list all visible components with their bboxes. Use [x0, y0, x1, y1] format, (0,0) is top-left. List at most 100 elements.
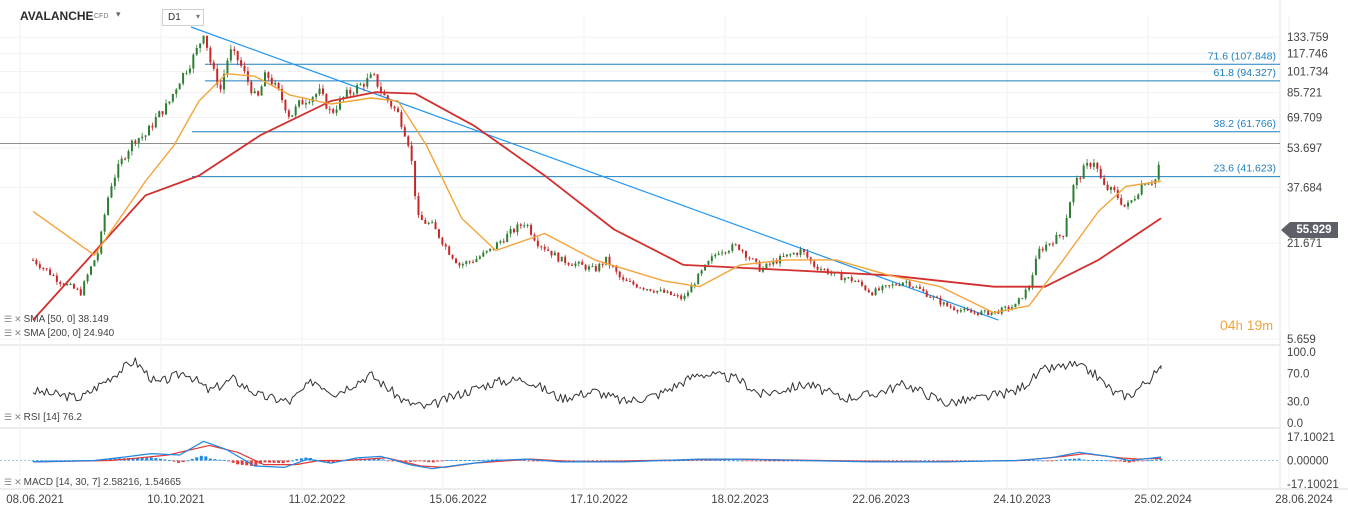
candle-countdown: 04h 19m [1220, 317, 1273, 333]
candle-body [304, 103, 307, 105]
close-icon[interactable]: ✕ [14, 314, 22, 324]
candle-body [605, 256, 608, 265]
rsi-line [32, 357, 1162, 409]
macd-histogram-bar [31, 460, 35, 462]
time-axis-label: 08.06.2021 [6, 494, 64, 506]
candle-body [55, 275, 58, 282]
close-icon[interactable]: ✕ [14, 477, 22, 487]
time-axis-label: 28.06.2024 [1275, 494, 1333, 506]
candle-body [199, 43, 202, 49]
macd-histogram-bar [1141, 460, 1145, 462]
candle-body [410, 145, 413, 161]
sma200-legend[interactable]: ☰ ✕ SMA [200, 0] 24.940 [4, 328, 114, 339]
candle-body [301, 100, 304, 105]
candle-body [506, 233, 509, 242]
candle-body [823, 269, 826, 271]
candle-body [383, 92, 386, 96]
candle-body [519, 224, 522, 226]
candle-body [601, 263, 604, 265]
candle-body [782, 255, 785, 257]
macd-histogram-bar [595, 460, 599, 462]
macd-histogram-bar [154, 458, 158, 461]
candle-body [1109, 187, 1112, 190]
candle-body [918, 286, 921, 289]
sma50-legend[interactable]: ☰ ✕ SMA [50, 0] 38.149 [4, 314, 109, 325]
candle-body [223, 74, 226, 90]
candle-body [1103, 178, 1106, 185]
macd-histogram-bar [263, 460, 267, 463]
candle-body [1058, 234, 1061, 236]
candle-body [403, 127, 406, 137]
candle-body [294, 106, 297, 116]
macd-histogram-bar [490, 459, 494, 461]
candle-body [922, 288, 925, 292]
timeframe-chevron-down-icon: ▾ [195, 12, 200, 21]
macd-histogram-bar [295, 459, 299, 461]
rsi-legend[interactable]: ☰ ✕ RSI [14] 76.2 [4, 412, 82, 423]
macd-histogram-bar [1114, 460, 1118, 462]
macd-histogram-bar [222, 460, 226, 462]
candle-body [188, 68, 191, 73]
candle-body [431, 222, 434, 224]
close-icon[interactable]: ✕ [14, 412, 22, 422]
macd-histogram-bar [195, 457, 199, 461]
candle-body [871, 292, 874, 296]
menu-icon[interactable]: ☰ [4, 314, 13, 324]
macd-line [32, 440, 1162, 470]
timeframe-selector[interactable]: D1 ▾ [162, 9, 204, 26]
candle-body [202, 35, 205, 44]
candle-body [690, 285, 693, 293]
candle-body [233, 49, 236, 51]
macd-histogram-bar [208, 458, 212, 461]
menu-icon[interactable]: ☰ [4, 477, 13, 487]
candle-body [789, 254, 792, 256]
macd-histogram-bar [245, 460, 249, 466]
macd-histogram-bar [941, 460, 945, 462]
sma200-legend-text: SMA [200, 0] 24.940 [23, 328, 115, 339]
macd-histogram-bar [231, 460, 235, 463]
macd-histogram-bar [527, 460, 531, 462]
candle-body [755, 258, 758, 262]
price-tick-label: 85.721 [1287, 88, 1322, 100]
menu-icon[interactable]: ☰ [4, 412, 13, 422]
macd-histogram-bar [677, 460, 681, 462]
candle-body [1127, 202, 1130, 207]
candle-body [813, 261, 816, 267]
close-icon[interactable]: ✕ [14, 328, 22, 338]
candle-body [741, 249, 744, 252]
candle-body [376, 74, 379, 87]
candle-body [564, 256, 567, 264]
candle-body [240, 60, 243, 66]
candle-body [161, 111, 164, 115]
macd-histogram-bar [104, 459, 108, 461]
candle-body [45, 268, 48, 270]
candle-body [762, 268, 765, 272]
macd-histogram-bar [1150, 459, 1154, 461]
candle-body [216, 68, 219, 85]
menu-icon[interactable]: ☰ [4, 328, 13, 338]
price-tick-label: 69.709 [1287, 113, 1322, 125]
candle-body [990, 312, 993, 315]
candle-body [898, 285, 901, 287]
macd-histogram-bar [409, 460, 413, 462]
macd-histogram-bar [1054, 460, 1058, 461]
fib-level-label: 23.6 (41.623) [1214, 163, 1276, 175]
macd-legend-text: MACD [14, 30, 7] 2.58216, 1.54665 [23, 477, 181, 488]
candle-body [1062, 235, 1065, 237]
candle-body [946, 302, 949, 307]
macd-legend[interactable]: ☰ ✕ MACD [14, 30, 7] 2.58216, 1.54665 [4, 477, 181, 488]
candle-body [625, 279, 628, 282]
instrument-dropdown-icon[interactable]: ▾ [116, 9, 121, 19]
last-price-tag: 55.929 [1281, 222, 1338, 238]
macd-histogram-bar [1118, 460, 1122, 462]
candle-body [52, 274, 55, 276]
time-axis-label: 10.10.2021 [147, 494, 205, 506]
macd-histogram-bar [386, 460, 390, 462]
candle-body [151, 125, 154, 128]
candle-body [738, 244, 741, 250]
time-axis-label: 18.02.2023 [711, 494, 769, 506]
candle-body [165, 103, 168, 115]
candle-body [540, 246, 543, 248]
